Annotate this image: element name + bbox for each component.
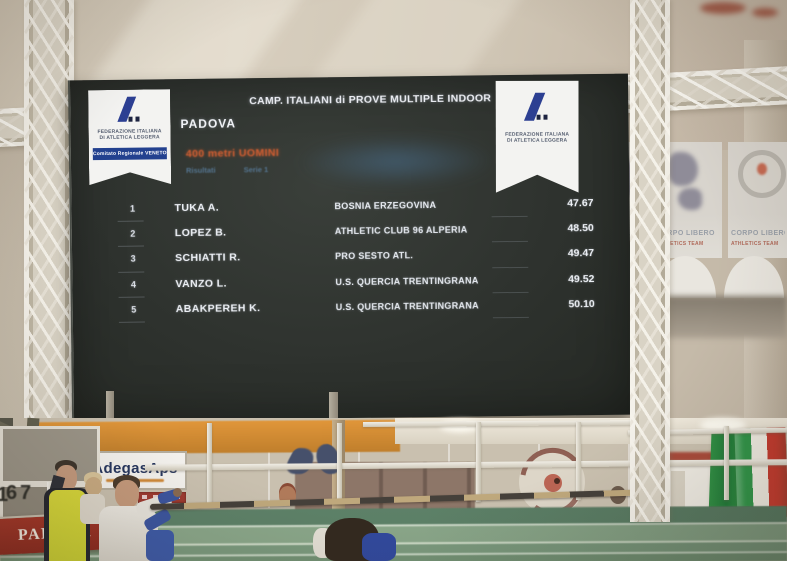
results-label: Risultati [185, 165, 216, 175]
time-cell: 48.50 [567, 222, 594, 235]
athlete-name-cell: TUKA A. [174, 201, 220, 215]
fidal-pennant-left: FEDERAZIONE ITALIANA DI ATLETICA LEGGERA… [88, 89, 171, 185]
official-yellow-vest [49, 490, 86, 561]
federation-name-line2: DI ATLETICA LEGGERA [507, 137, 568, 144]
board-digit: 1 [0, 484, 9, 506]
time-cell: 49.52 [568, 272, 595, 285]
club-logo-ring [738, 150, 786, 198]
venue-label: PADOVA [180, 116, 237, 132]
truss-column-right [630, 0, 670, 522]
support-pole [106, 391, 114, 427]
wall-banner-text: CORPO LIBERO [656, 230, 715, 237]
fidal-logo-dots-icon [128, 117, 141, 122]
wall-banner: CORPO LIBERO ATHLETICS TEAM [728, 142, 787, 258]
athlete-name-cell: VANZO L. [175, 277, 227, 290]
railing-post [207, 423, 212, 503]
result-row: 5 ABAKPEREH K. U.S. QUERCIA TRENTINGRANA… [73, 291, 631, 323]
door-header [654, 452, 716, 461]
competition-title: CAMP. ITALIANI di PROVE MULTIPLE INDOOR [249, 92, 492, 108]
club-cell: U.S. QUERCIA TRENTINGRANA [335, 300, 479, 312]
row-separator [492, 316, 529, 319]
board-digit: 7 [20, 482, 32, 504]
railing-post [476, 422, 481, 502]
fidal-pennant-right: FEDERAZIONE ITALIANA DI ATLETICA LEGGERA [496, 81, 579, 193]
wall-banner-subtext: ATHLETICS TEAM [656, 241, 704, 247]
screen-glow [295, 135, 497, 188]
club-cell: PRO SESTO ATL. [335, 250, 414, 262]
track-shadow [420, 506, 787, 561]
athlete-name-cell: ABAKPEREH K. [175, 301, 261, 315]
rank-cell: 4 [130, 279, 136, 290]
crouching-person-kit [362, 533, 396, 561]
truss-column-left [24, 0, 74, 486]
athlete-name-cell: LOPEZ B. [174, 226, 227, 240]
club-cell: ATHLETIC CLUB 96 ALPERIA [334, 224, 468, 237]
club-cell: BOSNIA ERZEGOVINA [334, 199, 437, 212]
athlete-silhouette-art [678, 188, 702, 210]
event-label: 400 metri UOMINI [185, 146, 280, 160]
railing-post [337, 423, 342, 503]
railing-post [576, 422, 581, 500]
time-cell: 49.47 [567, 247, 595, 260]
row-separator [118, 321, 145, 323]
wall-banner-text: CORPO LIBERO [731, 230, 785, 237]
rank-cell: 3 [130, 253, 136, 265]
spectator-head [85, 477, 102, 496]
club-cell: U.S. QUERCIA TRENTINGRANA [335, 274, 479, 287]
board-digit: 6 [6, 482, 18, 504]
time-cell: 47.67 [567, 197, 594, 210]
support-pole [329, 392, 338, 420]
led-scoreboard: CAMP. ITALIANI di PROVE MULTIPLE INDOOR … [67, 73, 633, 422]
athlete-name-cell: SCHIATTI R. [175, 251, 241, 265]
federation-name-line2: DI ATLETICA LEGGERA [99, 134, 160, 142]
time-cell: 50.10 [568, 297, 595, 311]
event-sub-labels: Risultati Serie 1 [186, 165, 268, 175]
wall-banner-subtext: ATHLETICS TEAM [731, 241, 779, 247]
results-table: 1 TUKA A. BOSNIA ERZEGOVINA 47.67 2 LOPE… [71, 191, 630, 324]
rank-cell: 1 [129, 203, 136, 214]
official-hand [173, 488, 182, 497]
heat-label: Serie 1 [243, 164, 269, 175]
rank-cell: 5 [131, 304, 137, 315]
official-head [115, 480, 139, 508]
rank-cell: 2 [130, 228, 136, 239]
athlete-silhouette-art [668, 152, 698, 186]
official-blue-kit [146, 530, 174, 561]
fidal-logo-dots-icon [537, 115, 550, 120]
regional-committee-label: Comitato Regionale VENETO [93, 147, 167, 160]
railing-post [724, 426, 729, 500]
wall-decoration [700, 2, 746, 14]
wall-decoration [752, 8, 778, 17]
